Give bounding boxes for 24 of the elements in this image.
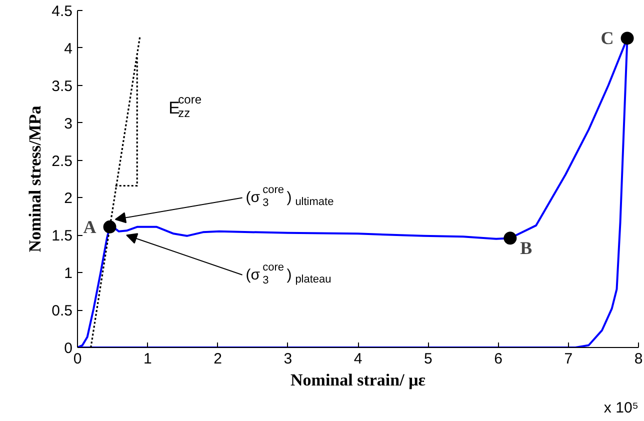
annotation: C [600, 28, 614, 48]
y-tick-label: 4.5 [52, 3, 73, 20]
y-tick-label: 1 [64, 265, 72, 282]
x-tick-label: 3 [284, 350, 292, 368]
annotation: B [520, 238, 532, 258]
y-tick-label: 2.5 [52, 152, 73, 170]
y-tick-label: 2 [64, 190, 72, 208]
x-tick-label: 5 [424, 350, 432, 368]
y-axis-title: Nominal stress/MPa [26, 105, 45, 252]
x-tick-label: 6 [494, 350, 502, 368]
y-tick-label: 3.5 [52, 78, 73, 95]
x-tick-label: 4 [354, 350, 362, 368]
y-tick-label: 0 [64, 340, 72, 357]
y-tick-label: 1.5 [52, 228, 73, 245]
x-axis-title: Nominal strain/ με [290, 370, 426, 390]
y-tick-label: 4 [64, 40, 72, 58]
y-tick-label: 3 [64, 115, 72, 132]
y-tick-label: 0.5 [52, 302, 73, 320]
text: x 10⁵ [604, 400, 639, 416]
x-tick-label: 2 [214, 350, 222, 368]
x-tick-label: 1 [143, 350, 152, 368]
x-tick-label: 8 [634, 350, 643, 368]
annotation: A [83, 216, 96, 237]
x-tick-label: 7 [564, 350, 573, 368]
